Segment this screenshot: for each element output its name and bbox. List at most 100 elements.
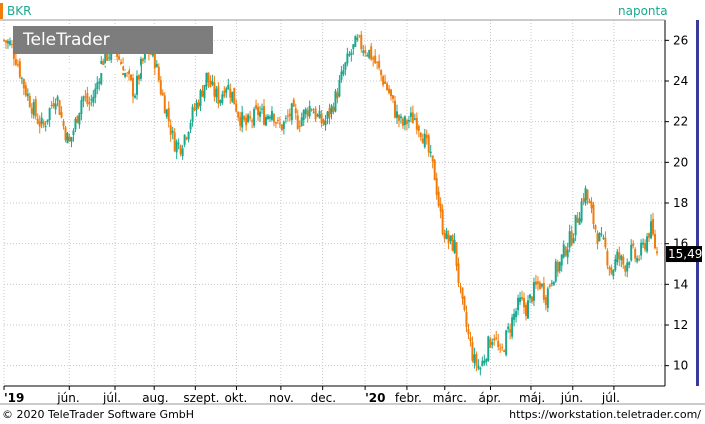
candle-body xyxy=(4,40,7,43)
candle-body xyxy=(630,244,633,261)
candle-body xyxy=(457,263,460,284)
candle-body xyxy=(342,70,345,75)
candle-body xyxy=(28,95,31,108)
candle-body xyxy=(128,68,131,75)
candle-body xyxy=(14,59,17,65)
candle-body xyxy=(399,116,402,119)
candle-body xyxy=(185,137,188,139)
candle-body xyxy=(556,261,559,273)
last-value-label: 15,49 xyxy=(668,247,702,261)
candle-body xyxy=(483,360,486,364)
candle-body xyxy=(521,297,524,300)
candle-body xyxy=(82,96,85,101)
candle-body xyxy=(177,143,180,145)
candle-body xyxy=(552,281,555,286)
candle-body xyxy=(133,95,136,98)
candle-body xyxy=(135,75,138,95)
candle-body xyxy=(449,235,452,242)
candle-body xyxy=(346,53,349,64)
candle-body xyxy=(245,117,248,126)
candle-body xyxy=(56,96,59,101)
x-tick-label: szept. xyxy=(183,391,219,405)
ticker-symbol: BKR xyxy=(7,4,32,18)
candle-body xyxy=(376,61,379,63)
candle-body xyxy=(384,81,387,84)
candle-body xyxy=(528,294,531,299)
candle-body xyxy=(626,262,629,272)
candle-body xyxy=(566,249,569,258)
candle-body xyxy=(441,209,444,234)
candle-body xyxy=(443,233,446,239)
candle-body xyxy=(308,105,311,117)
candle-body xyxy=(489,338,492,348)
candle-body xyxy=(650,221,653,239)
candle-body xyxy=(401,118,404,126)
candle-body xyxy=(417,126,420,131)
candle-body xyxy=(374,55,377,64)
candle-body xyxy=(437,191,440,206)
candle-body xyxy=(540,283,543,287)
candle-body xyxy=(509,329,512,333)
candle-body xyxy=(197,102,200,108)
candle-body xyxy=(316,114,319,117)
candle-body xyxy=(130,74,133,80)
candle-body xyxy=(538,282,541,289)
candle-body xyxy=(618,252,621,260)
candle-body xyxy=(362,50,365,53)
candle-body xyxy=(72,130,75,136)
candle-body xyxy=(44,125,47,127)
candle-body xyxy=(227,84,230,90)
candle-body xyxy=(451,234,454,251)
candle-body xyxy=(475,354,478,366)
candle-body xyxy=(143,51,146,60)
candle-body xyxy=(52,103,55,107)
candle-body xyxy=(495,337,498,339)
candle-body xyxy=(257,107,260,116)
candle-body xyxy=(459,286,462,288)
candle-body xyxy=(235,103,238,112)
candle-body xyxy=(249,116,252,119)
brand-bold: WorkStation xyxy=(23,58,143,78)
candle-body xyxy=(447,234,450,244)
source-url[interactable]: https://workstation.teletrader.com/ xyxy=(509,408,701,421)
candle-body xyxy=(74,118,77,130)
candle-body xyxy=(415,117,418,130)
candle-body xyxy=(276,119,279,121)
candle-body xyxy=(622,256,625,265)
candle-body xyxy=(221,94,224,104)
candle-body xyxy=(225,88,228,93)
candle-body xyxy=(266,115,269,119)
candle-body xyxy=(274,122,277,124)
candle-body xyxy=(433,159,436,181)
candle-body xyxy=(137,75,140,80)
candle-body xyxy=(84,96,87,98)
candle-body xyxy=(259,111,262,117)
candle-body xyxy=(604,237,607,248)
candle-body xyxy=(217,86,220,104)
y-tick-label: 14 xyxy=(673,277,688,291)
candle-body xyxy=(580,201,583,222)
candle-body xyxy=(423,133,426,148)
candle-body xyxy=(280,124,283,131)
frequency-label[interactable]: naponta xyxy=(618,4,668,18)
candle-body xyxy=(66,133,69,144)
candle-body xyxy=(213,82,216,97)
candle-body xyxy=(8,41,11,45)
candle-body xyxy=(576,217,579,223)
candle-body xyxy=(22,78,25,89)
candle-body xyxy=(366,55,369,57)
right-axis-bar xyxy=(696,20,699,386)
candle-body xyxy=(223,90,226,97)
candle-body xyxy=(372,57,375,60)
y-tick-label: 24 xyxy=(673,74,688,88)
candle-body xyxy=(358,35,361,37)
candle-body xyxy=(42,121,45,126)
candle-body xyxy=(439,203,442,212)
candle-body xyxy=(330,105,333,114)
candle-body xyxy=(564,246,567,256)
candle-body xyxy=(590,201,593,209)
candle-body xyxy=(253,108,256,126)
candle-body xyxy=(36,118,39,124)
candle-body xyxy=(161,92,164,96)
candle-body xyxy=(278,123,281,125)
